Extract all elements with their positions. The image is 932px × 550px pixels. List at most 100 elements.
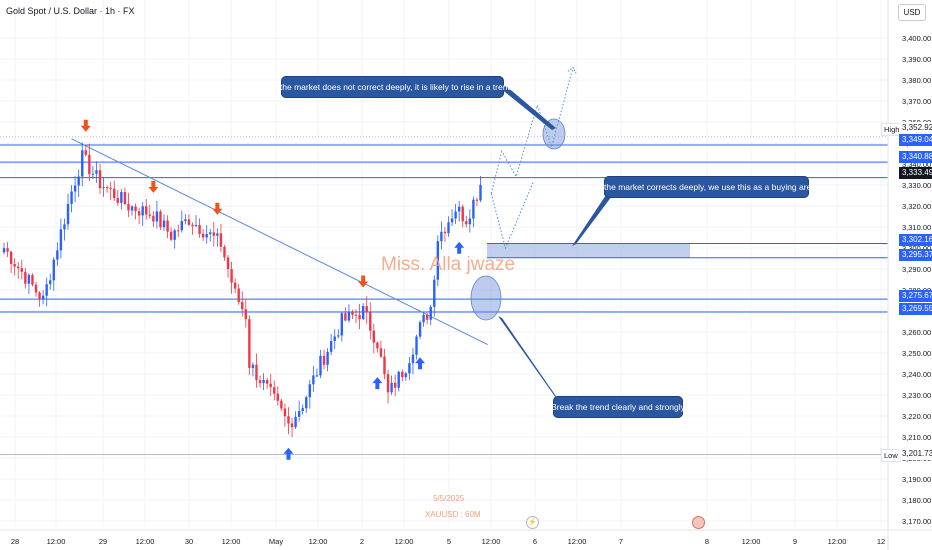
callout-break-trend[interactable]: Break the trend clearly and strongly <box>551 396 685 418</box>
candle-body <box>130 206 134 211</box>
candle-body <box>408 363 411 374</box>
x-axis-tick-label: May <box>269 537 283 546</box>
candle-body <box>13 264 16 267</box>
candle-body <box>230 269 233 283</box>
x-axis-tick-label: 30 <box>185 537 193 546</box>
candle-body <box>127 204 130 211</box>
callout-trend-rise[interactable]: If the market does not correct deeply, i… <box>273 76 512 98</box>
candle-body <box>358 315 361 320</box>
high-value: 3,352.92 <box>899 122 932 134</box>
symbol-title[interactable]: Gold Spot / U.S. Dollar · 1h · FX <box>6 6 135 16</box>
y-axis-tick-label: 3,210.00 <box>902 433 931 442</box>
candle-body <box>415 336 418 355</box>
candle-body <box>479 185 482 201</box>
currency-button[interactable]: USD <box>898 4 926 21</box>
buy-arrow-marker <box>454 241 465 254</box>
price-level-label: 3,295.37 <box>899 249 932 261</box>
candle-body <box>283 408 287 417</box>
y-axis-tick-label: 3,230.00 <box>902 391 931 400</box>
candle-body <box>422 315 425 323</box>
candle-body <box>443 231 447 234</box>
highlight-circle-break <box>470 275 502 321</box>
candle-body <box>177 230 180 232</box>
price-level-label: 3,302.16 <box>899 234 932 246</box>
callout-pointers <box>498 86 612 402</box>
y-axis-tick-label: 3,370.00 <box>902 97 931 106</box>
horizontal-levels <box>0 136 888 455</box>
x-axis-tick-label: 12:00 <box>568 537 587 546</box>
candle-body <box>347 311 351 321</box>
candle-body <box>454 211 457 219</box>
candle-body <box>6 248 9 252</box>
lightning-event-icon[interactable]: ⚡ <box>526 516 539 529</box>
candle-body <box>81 150 84 177</box>
candle-body <box>447 222 450 234</box>
candle-body <box>116 198 119 203</box>
candle-body <box>383 356 386 375</box>
x-axis-tick-label: 12:00 <box>136 537 155 546</box>
candle-body <box>340 313 344 336</box>
candle-body <box>354 314 358 316</box>
x-axis-tick-label: 12:00 <box>482 537 501 546</box>
candle-body <box>191 224 194 227</box>
candle-body <box>41 295 45 300</box>
candle-body <box>52 259 55 281</box>
candle-body <box>329 341 333 352</box>
candle-body <box>209 232 212 235</box>
candle-body <box>66 203 70 225</box>
us-flag-event-icon[interactable] <box>692 516 705 529</box>
candle-body <box>372 330 376 343</box>
current-price-label: 3,333.49 <box>899 167 932 179</box>
callout-buy-area[interactable]: If the market corrects deeply, we use th… <box>597 176 816 198</box>
y-axis-tick-label: 3,240.00 <box>902 370 931 379</box>
candle-body <box>475 199 479 201</box>
projection-main-path <box>490 67 574 194</box>
candle-body <box>319 355 322 376</box>
candle-body <box>241 302 244 310</box>
candle-body <box>401 371 404 378</box>
candle-body <box>88 154 91 175</box>
candle-body <box>219 233 223 247</box>
candle-body <box>162 220 166 228</box>
candle-body <box>63 224 66 230</box>
candle-body <box>397 371 400 388</box>
candle-body <box>465 221 468 225</box>
candle-body <box>450 218 454 223</box>
candle-body <box>351 311 354 315</box>
projection-paths <box>490 66 577 250</box>
candle-body <box>233 282 237 289</box>
buying-area-zone <box>487 243 690 258</box>
candle-body <box>180 220 183 231</box>
candle-body <box>152 215 155 222</box>
candle-body <box>205 234 208 238</box>
candle-body <box>49 280 52 285</box>
candle-body <box>436 241 440 280</box>
x-axis-tick-label: 2 <box>360 537 364 546</box>
candle-body <box>169 231 173 240</box>
y-axis-tick-label: 3,380.00 <box>902 76 931 85</box>
x-axis-tick-label: 9 <box>793 537 797 546</box>
candle-body <box>120 192 123 203</box>
x-axis-tick-label: 12:00 <box>742 537 761 546</box>
buy-arrow-marker <box>372 377 383 390</box>
candle-body <box>123 192 127 205</box>
x-axis-tick-label: 5 <box>447 537 451 546</box>
y-axis-tick-label: 3,400.00 <box>902 34 931 43</box>
candle-body <box>212 232 216 236</box>
candle-body <box>95 170 98 174</box>
candle-body <box>148 214 151 216</box>
candle-body <box>159 211 162 228</box>
candle-body <box>297 411 301 417</box>
candle-body <box>187 219 191 225</box>
candle-body <box>84 150 87 155</box>
y-axis-tick-label: 3,310.00 <box>902 223 931 232</box>
candle-body <box>166 220 169 232</box>
y-axis-tick-label: 3,220.00 <box>902 412 931 421</box>
candle-body <box>344 313 347 321</box>
x-axis-tick-label: 12:00 <box>47 537 66 546</box>
candle-body <box>265 380 269 384</box>
candle-body <box>301 408 304 412</box>
candle-body <box>276 393 280 401</box>
candle-body <box>137 211 141 216</box>
